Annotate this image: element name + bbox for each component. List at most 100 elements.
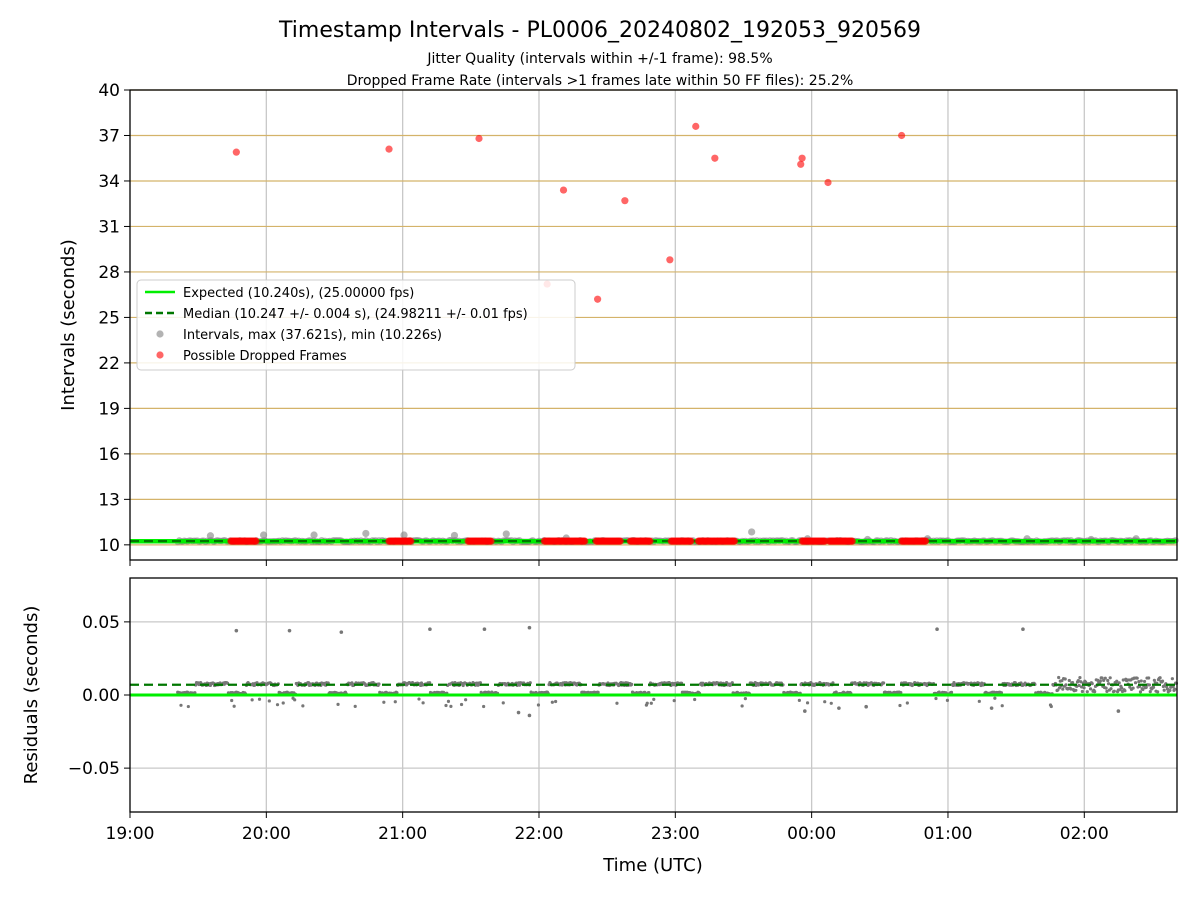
bottom-y-tick-label: 0.00 — [82, 686, 120, 706]
residual-point — [1078, 676, 1082, 680]
residual-point — [993, 696, 997, 700]
residual-point — [428, 627, 432, 631]
residual-point — [287, 628, 292, 633]
residual-point — [1115, 679, 1119, 683]
residual-point — [1160, 679, 1165, 683]
legend-interval-swatch — [156, 330, 164, 338]
x-tick-label: 01:00 — [923, 824, 972, 844]
residual-point — [1079, 685, 1084, 689]
dropped-frame-point — [711, 154, 719, 162]
residual-point — [1120, 686, 1124, 690]
residual-point — [1135, 676, 1139, 680]
bottom-y-axis-label: Residuals (seconds) — [21, 606, 42, 785]
residual-point — [536, 703, 541, 707]
dropped-frame-point — [232, 148, 240, 156]
residual-point — [1131, 686, 1135, 690]
residual-point — [1098, 679, 1102, 683]
residual-point — [645, 701, 649, 705]
residual-point — [935, 627, 939, 631]
residual-point — [898, 703, 902, 708]
residual-point — [803, 709, 807, 713]
residual-point — [934, 696, 938, 701]
residual-point — [336, 702, 340, 706]
residual-point — [1109, 687, 1113, 691]
residual-point — [527, 625, 532, 630]
interval-point — [362, 529, 370, 538]
legend: Expected (10.240s), (25.00000 fps) Median… — [136, 279, 576, 371]
residual-point — [482, 704, 486, 709]
residual-point — [482, 627, 487, 631]
residual-point — [1104, 686, 1108, 690]
residual-point — [1139, 679, 1143, 683]
residual-point — [179, 703, 183, 707]
residual-point — [350, 681, 354, 685]
residual-point — [1137, 680, 1141, 684]
residual-point — [1064, 683, 1068, 687]
residual-point — [797, 698, 801, 702]
residual-point — [1151, 685, 1156, 689]
interval-point — [450, 531, 459, 540]
residual-point — [516, 710, 521, 715]
residual-point — [1063, 677, 1067, 681]
residual-point — [446, 699, 451, 703]
legend-label: Possible Dropped Frames — [183, 349, 347, 364]
residual-point — [444, 703, 448, 708]
residual-point — [1117, 681, 1121, 685]
dropped-frame-point — [848, 537, 856, 545]
residual-point — [1076, 679, 1080, 683]
legend-box — [136, 279, 576, 371]
residual-point — [257, 697, 262, 701]
residual-point — [864, 704, 868, 709]
residual-point — [1103, 676, 1107, 680]
residual-point — [1147, 676, 1151, 680]
interval-point — [748, 528, 756, 536]
residual-point — [693, 697, 697, 702]
residual-point — [1116, 709, 1121, 713]
residual-point — [899, 691, 903, 695]
top-y-tick-label: 16 — [98, 445, 120, 465]
residual-point — [1057, 675, 1061, 680]
top-y-tick-label: 25 — [98, 308, 120, 328]
residual-point — [1108, 676, 1112, 680]
bottom-plot-frame — [129, 577, 1178, 813]
residual-point — [743, 697, 747, 701]
top-y-tick-label: 19 — [98, 399, 120, 419]
x-axis-label: Time (UTC) — [602, 855, 703, 876]
dropped-frame-point — [487, 537, 495, 545]
residual-point — [1158, 676, 1162, 680]
dropped-frame-point — [797, 160, 805, 168]
residual-point — [1170, 677, 1174, 681]
residual-point — [250, 698, 254, 702]
residual-point — [301, 704, 305, 708]
top-y-tick-label: 28 — [98, 263, 120, 283]
chart-subtitle-2: Dropped Frame Rate (intervals >1 frames … — [347, 73, 854, 89]
dropped-frame-point — [687, 537, 695, 545]
top-y-tick-label: 22 — [98, 354, 120, 374]
top-plot-frame — [129, 89, 1178, 561]
residual-point — [829, 701, 833, 705]
residual-point — [293, 698, 297, 702]
residual-point — [989, 706, 994, 710]
residual-point — [449, 704, 453, 709]
residual-point — [527, 713, 532, 718]
residual-point — [615, 701, 619, 705]
residual-point — [823, 700, 827, 704]
residual-point — [1105, 689, 1109, 693]
residual-point — [1100, 676, 1104, 680]
dropped-frame-point — [594, 295, 602, 303]
residual-point — [1156, 690, 1160, 694]
residual-point — [234, 628, 239, 633]
residual-point — [1049, 704, 1053, 709]
interval-point — [502, 530, 510, 538]
residual-point — [1121, 678, 1125, 682]
residual-point — [1061, 687, 1065, 691]
residual-point — [1096, 678, 1100, 682]
residual-point — [281, 701, 285, 705]
x-tick-label: 22:00 — [514, 824, 563, 844]
residual-point — [730, 681, 734, 685]
residual-point — [1088, 687, 1093, 691]
bottom-y-tick-label: 0.05 — [82, 613, 120, 633]
residual-point — [1148, 690, 1152, 694]
residual-point — [949, 690, 954, 694]
residual-point — [1085, 690, 1089, 694]
